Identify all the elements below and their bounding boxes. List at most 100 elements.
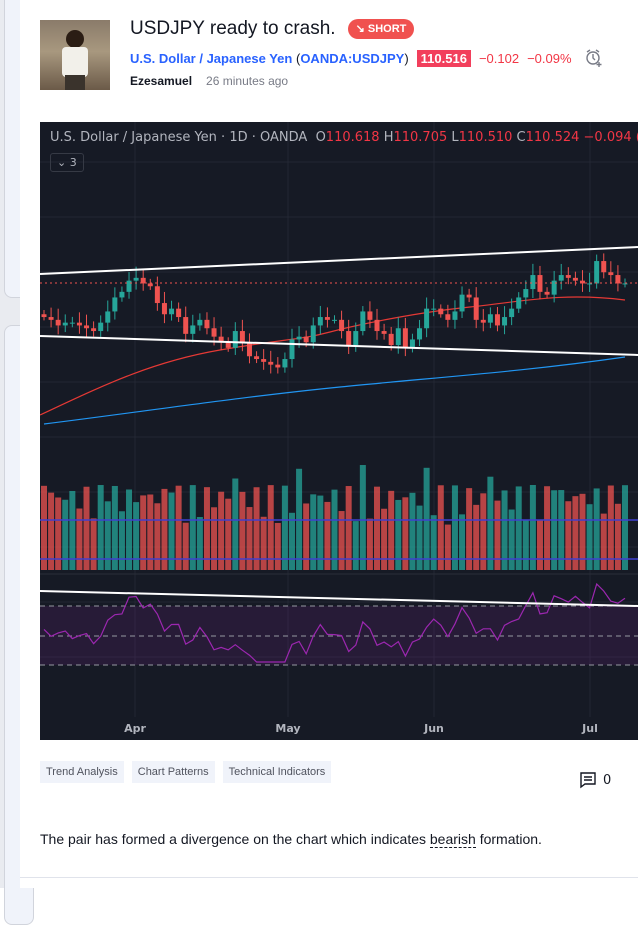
tag-list: Trend Analysis Chart Patterns Technical … <box>40 761 332 783</box>
chart-image[interactable]: Apr May Jun Jul U.S. Dollar / Japanese Yen … <box>40 122 638 740</box>
candle-body <box>523 289 529 298</box>
candle-body <box>317 317 323 326</box>
candle-body <box>190 325 196 334</box>
legend-open: 110.618 <box>325 130 380 145</box>
candle-body <box>480 319 486 323</box>
candle-body <box>232 331 238 348</box>
candle-body <box>268 361 274 365</box>
candle-body <box>587 283 593 285</box>
volume-bar <box>345 486 352 570</box>
candle-body <box>197 319 203 326</box>
candle-body <box>332 319 337 321</box>
volume-bar <box>225 498 232 570</box>
candle-body <box>395 328 401 346</box>
candle-body <box>615 275 621 284</box>
volume-bar <box>147 494 154 570</box>
legend-l-label: L <box>451 130 459 145</box>
tag-chart-patterns[interactable]: Chart Patterns <box>131 761 215 783</box>
symbol-name[interactable]: U.S. Dollar / Japanese Yen <box>130 50 293 66</box>
candle-body <box>402 328 408 348</box>
volume-bar <box>175 485 182 570</box>
description-highlight[interactable]: bearish <box>429 831 476 848</box>
volume-bar <box>211 507 218 570</box>
candle-body <box>431 308 437 310</box>
volume-bar <box>416 505 423 570</box>
tag-technical-indicators[interactable]: Technical Indicators <box>222 761 332 783</box>
month-label: Jun <box>423 722 444 735</box>
candle-body <box>381 331 387 334</box>
comments-button[interactable]: 0 <box>579 771 611 789</box>
candle-body <box>140 277 146 284</box>
symbol-link[interactable]: U.S. Dollar / Japanese Yen (OANDA:USDJPY… <box>130 51 409 66</box>
candle-body <box>360 311 366 332</box>
comment-icon <box>580 772 596 789</box>
volume-bar <box>409 492 416 570</box>
volume-bar <box>600 513 607 570</box>
volume-bar <box>83 486 90 570</box>
legend-close: 110.524 <box>525 130 580 145</box>
volume-bar <box>536 520 543 570</box>
author-name[interactable]: Ezesamuel <box>130 74 193 88</box>
author-avatar[interactable] <box>40 20 110 90</box>
description-text-end: formation. <box>475 831 542 847</box>
candle-body <box>161 303 167 315</box>
candle-body <box>346 331 352 346</box>
volume-bar <box>451 485 458 570</box>
legend-o-label: O <box>315 130 326 145</box>
candle-body <box>409 339 415 348</box>
volume-bar <box>522 519 529 570</box>
candle-body <box>494 314 500 326</box>
volume-bar <box>97 485 104 570</box>
symbol-price: 110.516 <box>416 49 471 67</box>
candle-body <box>133 277 139 281</box>
left-panel-edge <box>0 0 34 925</box>
volume-bar <box>430 515 437 570</box>
legend-change: −0.094 (− <box>583 130 638 145</box>
volume-bar <box>288 512 295 570</box>
month-label: Jul <box>581 722 598 735</box>
volume-bar <box>62 499 69 570</box>
candle-body <box>246 342 252 357</box>
volume-bar <box>381 508 388 570</box>
volume-bar <box>551 490 558 570</box>
volume-bar <box>473 504 480 570</box>
candle-body <box>473 297 479 320</box>
volume-bar <box>182 522 189 570</box>
candle-body <box>105 311 111 323</box>
candle-body <box>388 333 394 346</box>
symbol-ticker[interactable]: OANDA:USDJPY <box>300 50 405 66</box>
candle-body <box>601 261 607 273</box>
volume-bar <box>324 501 331 570</box>
legend-low: 110.510 <box>458 130 513 145</box>
indicators-toggle[interactable]: ⌄ 3 <box>50 153 84 172</box>
candle-body <box>296 336 302 340</box>
candle-body <box>112 297 118 312</box>
candle-body <box>282 359 288 368</box>
candle-body <box>579 280 585 284</box>
candle-body <box>225 342 231 348</box>
add-alert-icon[interactable] <box>584 48 604 68</box>
candle-body <box>530 275 536 290</box>
candle-body <box>487 314 493 323</box>
legend-h-label: H <box>383 130 394 145</box>
candle-body <box>608 272 614 276</box>
legend-symbol: U.S. Dollar / Japanese Yen · 1D · OANDA <box>50 130 308 145</box>
candle-body <box>466 294 472 298</box>
chart-legend: U.S. Dollar / Japanese Yen · 1D · OANDA … <box>50 130 638 145</box>
volume-bar <box>274 522 281 570</box>
volume-bar <box>459 514 466 570</box>
volume-bar <box>246 507 253 570</box>
candle-body <box>374 319 380 332</box>
volume-bar <box>260 516 267 570</box>
candle-body <box>551 280 557 295</box>
candle-body <box>516 297 522 309</box>
candle-body <box>176 308 182 318</box>
volume-bar <box>69 490 76 570</box>
volume-bar <box>593 488 600 570</box>
candle-body <box>367 311 373 320</box>
candle-body <box>147 283 153 287</box>
volume-bar <box>281 485 288 570</box>
tag-trend-analysis[interactable]: Trend Analysis <box>40 761 124 783</box>
month-label: May <box>275 722 300 735</box>
volume-bar <box>508 509 515 570</box>
